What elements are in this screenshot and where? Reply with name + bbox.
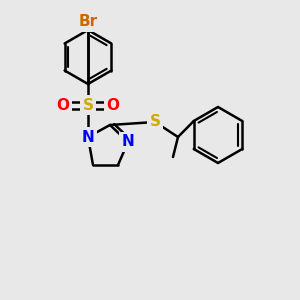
Text: N: N	[122, 134, 134, 149]
Text: O: O	[56, 98, 70, 112]
Text: N: N	[82, 130, 94, 145]
Text: S: S	[82, 98, 94, 112]
Text: Br: Br	[78, 14, 98, 29]
Text: O: O	[106, 98, 119, 112]
Text: S: S	[149, 115, 161, 130]
